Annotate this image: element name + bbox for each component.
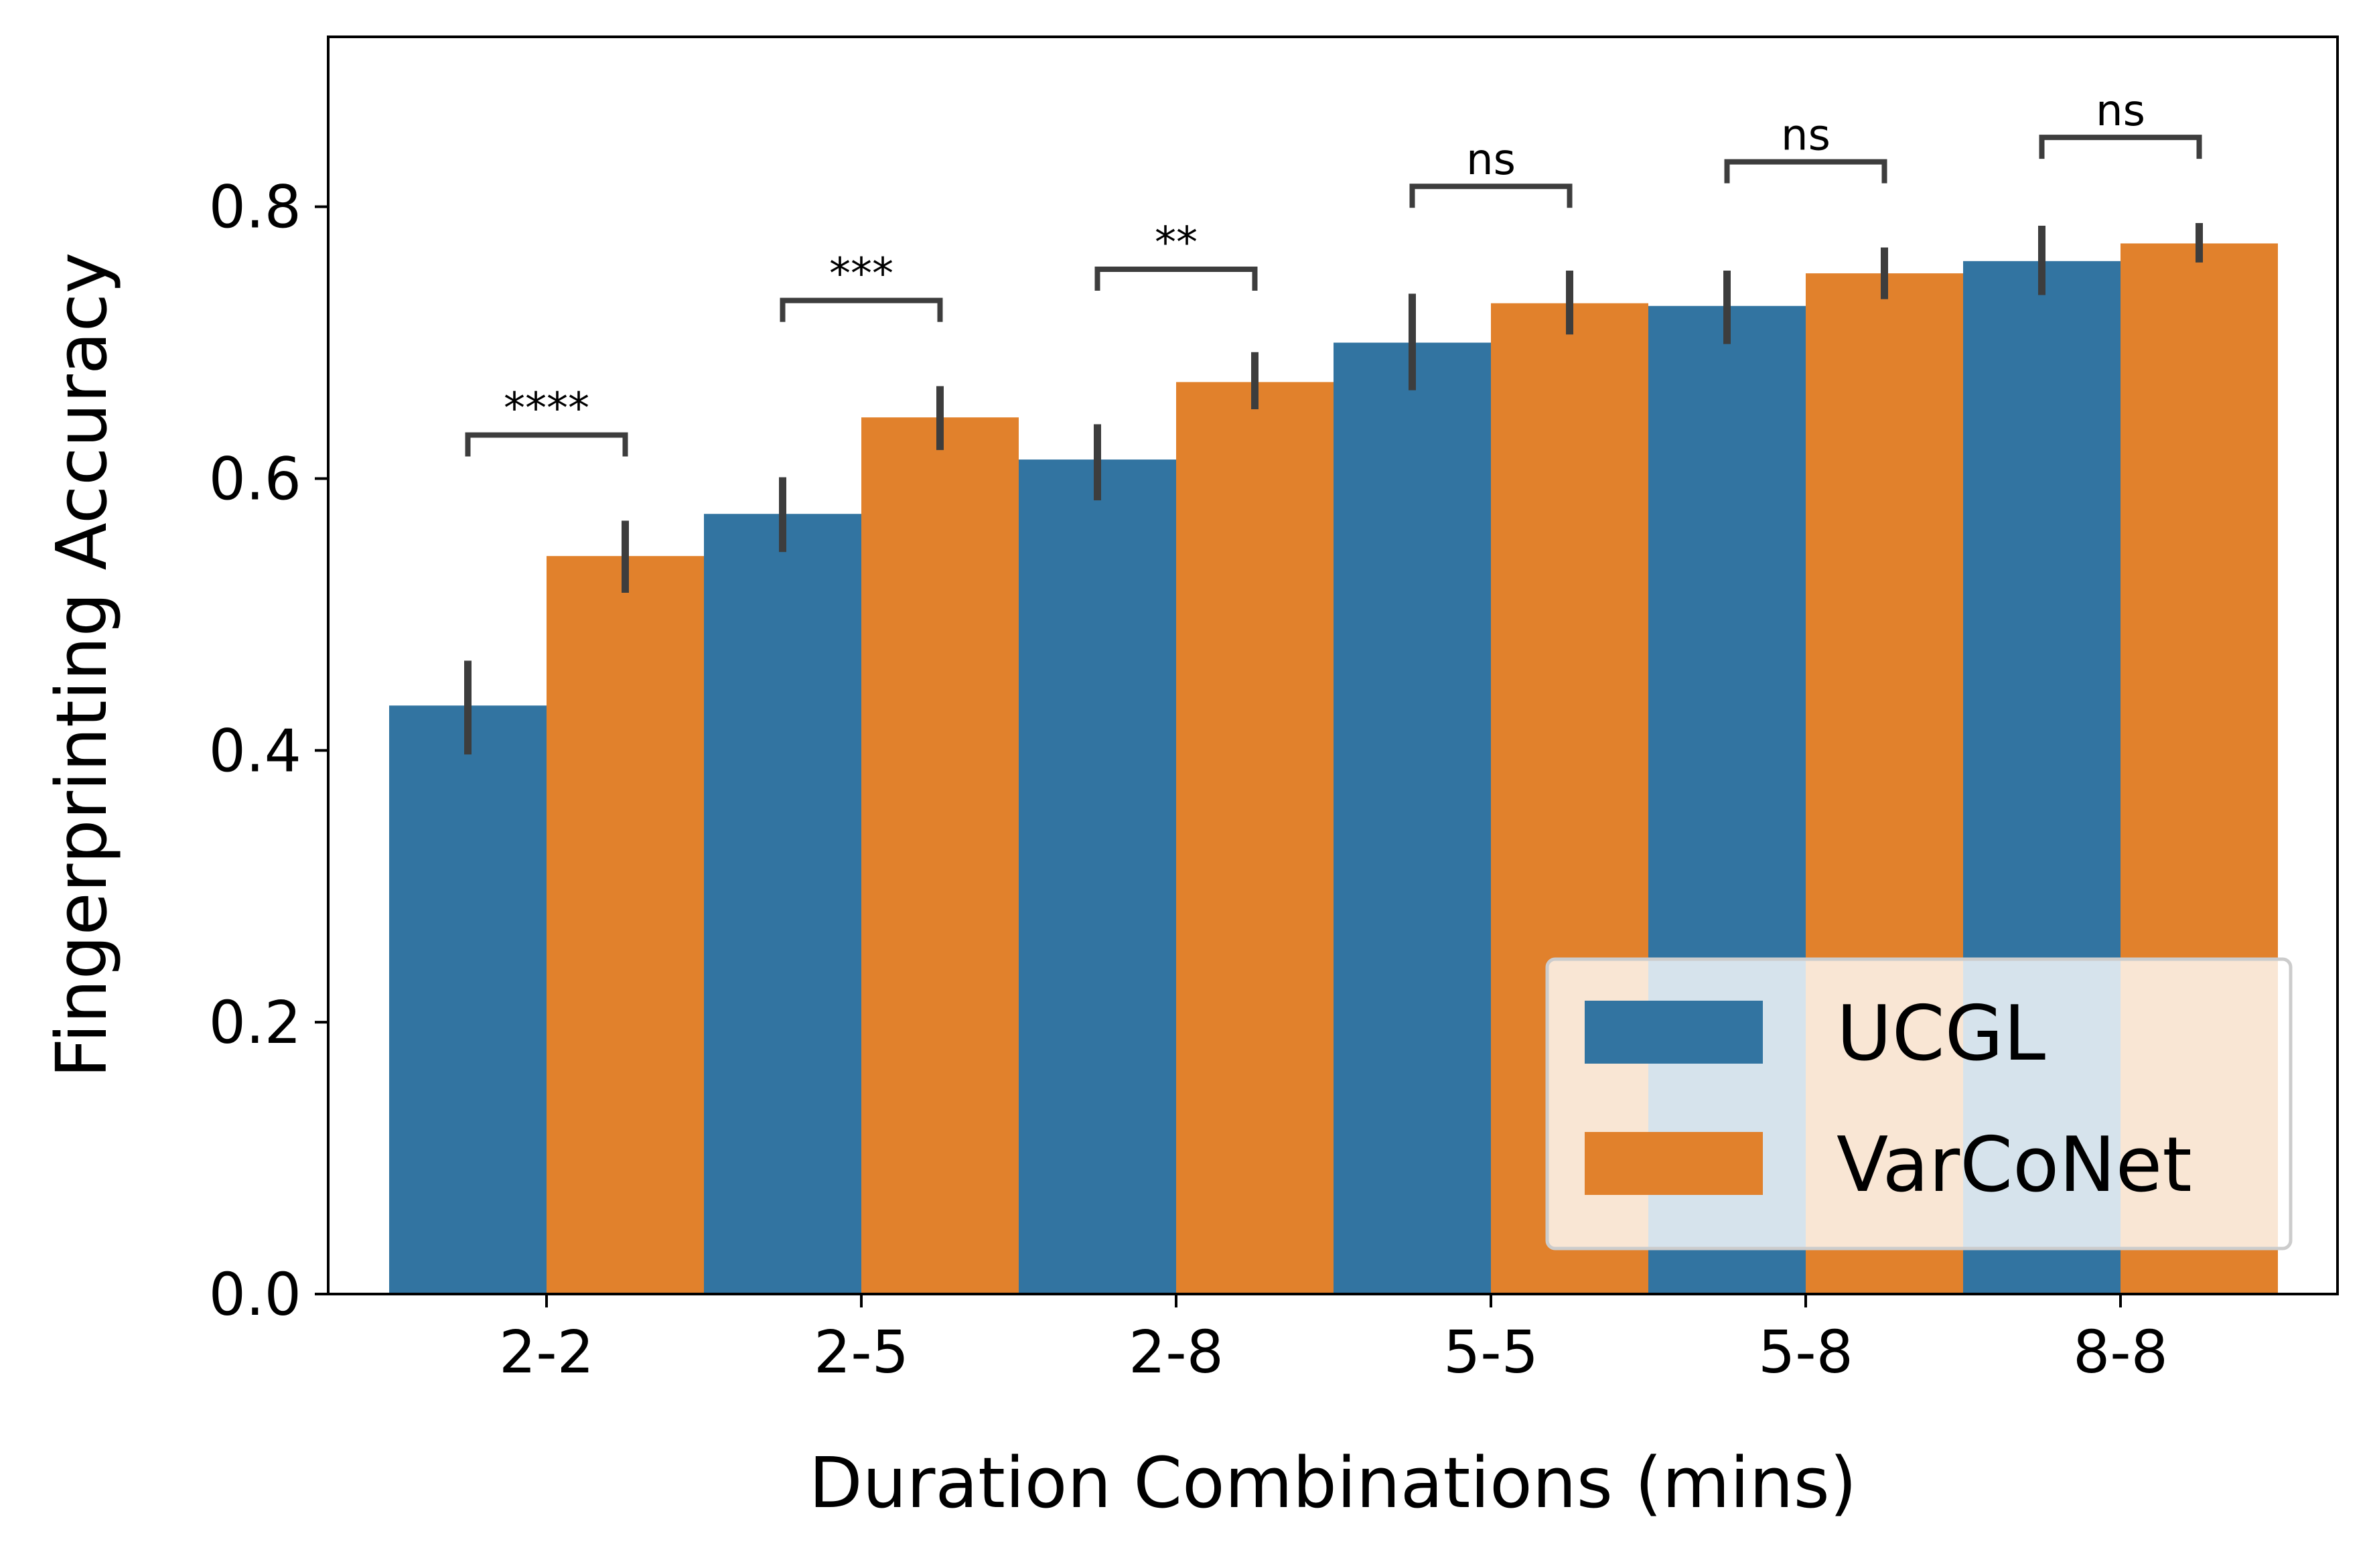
x-tick-label-8-8: 8-8 xyxy=(2073,1318,2168,1386)
legend-swatch-ucgl xyxy=(1585,1001,1763,1064)
bar-ucgl-5-5 xyxy=(1334,342,1491,1294)
bar-ucgl-2-8 xyxy=(1019,459,1176,1294)
significance-label-2-5: *** xyxy=(829,250,893,299)
bar-ucgl-2-5 xyxy=(704,514,861,1295)
x-axis-label: Duration Combinations (mins) xyxy=(809,1442,1857,1524)
y-tick-label: 0.0 xyxy=(209,1261,301,1329)
significance-bracket-2-2 xyxy=(465,432,628,457)
significance-layer: *********ns ns ns xyxy=(465,86,2202,457)
significance-label-5-8: ns xyxy=(1781,111,1830,161)
significance-bracket-2-5 xyxy=(780,297,943,322)
plot-frame xyxy=(327,35,2339,1295)
significance-label-5-5: ns xyxy=(1466,135,1516,185)
significance-label-2-8: ** xyxy=(1155,218,1198,268)
y-tick-label: 0.2 xyxy=(209,989,301,1057)
x-tick-label-5-8: 5-8 xyxy=(1758,1318,1853,1386)
significance-bracket-5-8 xyxy=(1724,159,1887,184)
significance-label-2-2: **** xyxy=(504,384,589,434)
x-tick-label-2-2: 2-2 xyxy=(499,1318,594,1386)
bar-ucgl-2-2 xyxy=(389,705,547,1294)
legend-label-varconet: VarCoNet xyxy=(1837,1121,2192,1209)
x-tick-label-5-5: 5-5 xyxy=(1443,1318,1538,1386)
legend-label-ucgl: UCGL xyxy=(1837,989,2045,1078)
x-tick-label-2-5: 2-5 xyxy=(814,1318,909,1386)
significance-bracket-2-8 xyxy=(1094,266,1258,291)
bar-varconet-2-2 xyxy=(547,556,704,1294)
y-tick-label: 0.4 xyxy=(209,717,301,785)
y-axis: 0.0 0.2 0.4 0.6 0.8 xyxy=(209,173,328,1329)
x-tick-label-2-8: 2-8 xyxy=(1129,1318,1224,1386)
bar-varconet-2-8 xyxy=(1176,382,1334,1294)
significance-bracket-8-8 xyxy=(2039,135,2202,159)
x-axis: 2-2 2-5 2-8 5-5 5-8 8-8 xyxy=(499,1294,2168,1386)
y-axis-label: Fingerprinting Accuracy xyxy=(41,253,123,1078)
legend: UCGL VarCoNet xyxy=(1545,957,2293,1251)
significance-label-8-8: ns xyxy=(2096,86,2145,136)
significance-bracket-5-5 xyxy=(1409,184,1573,208)
y-tick-label: 0.6 xyxy=(209,445,301,513)
y-tick-label: 0.8 xyxy=(209,173,301,242)
error-bars-layer xyxy=(464,222,2203,755)
legend-swatch-varconet xyxy=(1585,1132,1763,1195)
bar-varconet-2-5 xyxy=(861,417,1019,1294)
